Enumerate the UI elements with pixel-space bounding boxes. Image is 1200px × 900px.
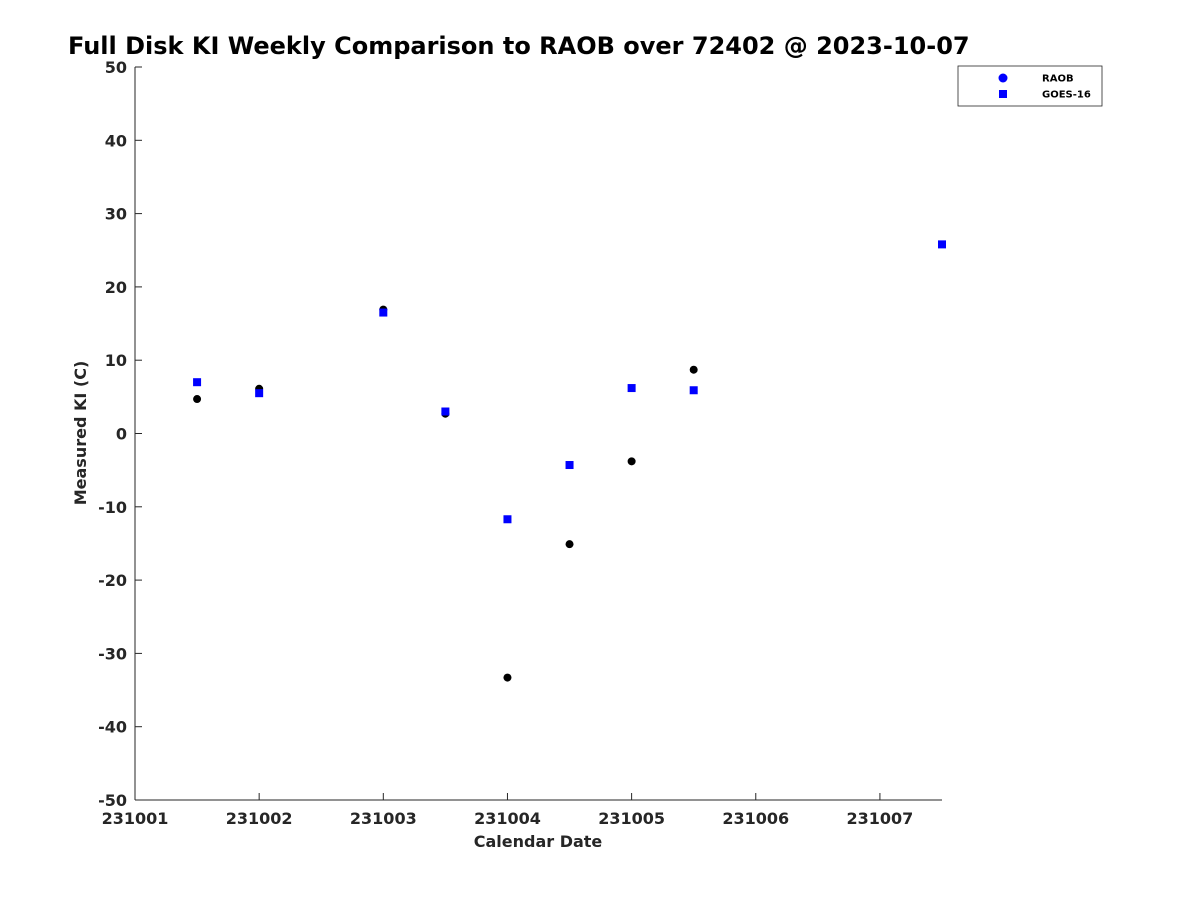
y-tick-label: 50 (105, 58, 127, 77)
point-raob (503, 673, 512, 682)
y-axis-label: Measured KI (C) (71, 361, 90, 506)
point-raob (565, 540, 574, 549)
point-goes-16 (565, 461, 574, 470)
x-axis-label: Calendar Date (474, 832, 603, 851)
x-ticks: 231001 231002 231003 231004 231005 231006 2310… (102, 793, 914, 828)
y-tick-label: -50 (98, 791, 127, 810)
y-tick-label: -30 (98, 644, 127, 663)
legend: RAOB GOES-16 (957, 65, 1103, 107)
point-goes-16 (689, 386, 698, 395)
point-goes-16 (627, 384, 636, 393)
y-tick-label: -20 (98, 571, 127, 590)
x-tick-label: 231006 (722, 809, 789, 828)
y-tick-label: -10 (98, 498, 127, 517)
point-raob (627, 457, 636, 466)
y-ticks: 50 40 30 20 10 0 -10 -20 -30 -40 -50 (98, 58, 142, 810)
point-goes-16 (441, 407, 450, 416)
point-raob (193, 395, 202, 404)
x-tick-label: 231007 (847, 809, 914, 828)
x-tick-label: 231004 (474, 809, 541, 828)
x-tick-label: 231001 (102, 809, 169, 828)
y-tick-label: 40 (105, 131, 127, 150)
legend-marker-goes16 (999, 90, 1007, 98)
point-goes-16 (379, 308, 388, 317)
y-tick-label: -40 (98, 718, 127, 737)
y-tick-label: 20 (105, 278, 127, 297)
data-points (193, 240, 946, 682)
x-tick-label: 231003 (350, 809, 417, 828)
point-goes-16 (193, 378, 202, 387)
legend-box (957, 65, 1103, 107)
legend-label-raob: RAOB (1042, 74, 1074, 85)
y-tick-label: 10 (105, 351, 127, 370)
point-raob (689, 365, 698, 374)
chart-title: Full Disk KI Weekly Comparison to RAOB o… (68, 32, 970, 60)
y-tick-label: 0 (116, 425, 127, 444)
legend-marker-raob (998, 73, 1008, 83)
point-goes-16 (503, 515, 512, 524)
x-tick-label: 231002 (226, 809, 293, 828)
point-goes-16 (938, 240, 946, 249)
x-tick-label: 231005 (598, 809, 665, 828)
legend-label-goes16: GOES-16 (1042, 90, 1091, 101)
axes (134, 67, 942, 801)
point-goes-16 (255, 389, 264, 398)
y-tick-label: 30 (105, 205, 127, 224)
